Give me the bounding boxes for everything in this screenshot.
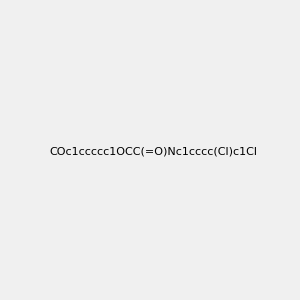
Text: COc1ccccc1OCC(=O)Nc1cccc(Cl)c1Cl: COc1ccccc1OCC(=O)Nc1cccc(Cl)c1Cl: [50, 146, 258, 157]
